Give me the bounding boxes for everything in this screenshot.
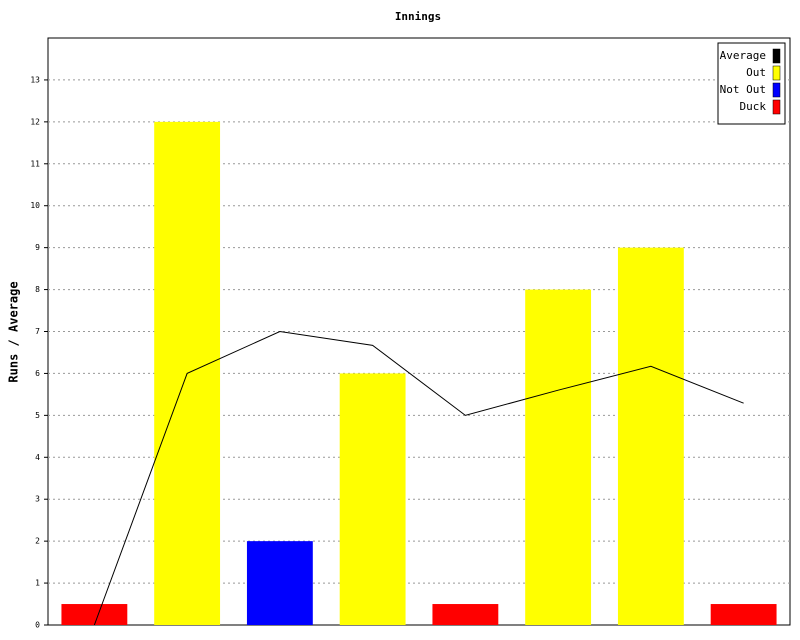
legend-label: Not Out — [720, 83, 766, 96]
legend-label: Duck — [740, 100, 767, 113]
bar — [432, 604, 499, 625]
y-tick-label: 13 — [30, 75, 40, 84]
legend-swatch — [772, 82, 781, 98]
y-tick-label: 8 — [35, 285, 40, 294]
legend-swatch — [772, 99, 781, 115]
y-tick-label: 9 — [35, 243, 40, 252]
y-tick-label: 6 — [35, 369, 40, 378]
y-tick-label: 2 — [35, 537, 40, 546]
bar — [525, 289, 592, 625]
average-line — [93, 330, 744, 626]
legend-label: Out — [746, 66, 766, 79]
y-tick-label: 0 — [35, 621, 40, 630]
legend-swatch — [772, 65, 781, 81]
y-tick-label: 10 — [30, 201, 40, 210]
y-tick-label: 7 — [35, 327, 40, 336]
bar — [339, 373, 406, 625]
bar — [61, 604, 128, 625]
y-axis-label: Runs / Average — [7, 281, 21, 382]
y-tick-label: 11 — [30, 159, 40, 168]
legend-label: Average — [720, 49, 766, 62]
bar — [710, 604, 777, 625]
y-tick-label: 1 — [35, 579, 40, 588]
legend-swatch — [772, 48, 781, 64]
bar — [246, 541, 313, 625]
bar — [617, 247, 684, 625]
y-tick-label: 4 — [35, 453, 40, 462]
y-tick-label: 12 — [30, 117, 40, 126]
y-tick-label: 5 — [35, 411, 40, 420]
chart-title: Innings — [395, 10, 441, 23]
y-tick-label: 3 — [35, 495, 40, 504]
